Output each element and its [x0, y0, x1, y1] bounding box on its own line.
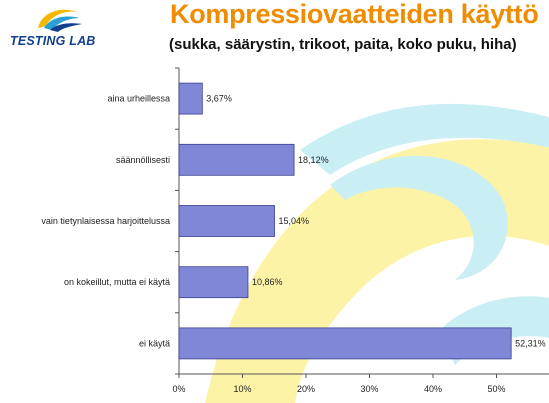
category-label: ei käytä: [139, 338, 170, 348]
value-label: 15,04%: [279, 216, 310, 226]
logo-text: TESTING LAB: [10, 34, 96, 48]
logo-swirl-icon: [38, 9, 82, 32]
bar: [178, 266, 249, 299]
x-tick-label: 40%: [424, 384, 442, 394]
bar: [178, 143, 295, 176]
x-tick-label: 0%: [172, 384, 185, 394]
page-title: Kompressiovaatteiden käyttö: [170, 0, 539, 29]
testing-lab-logo: TESTING LAB: [4, 4, 124, 48]
bar: [178, 82, 203, 115]
value-label: 18,12%: [298, 155, 329, 165]
blue-swirl-arc: [300, 103, 549, 175]
x-tick-label: 50%: [487, 384, 505, 394]
blue-swirl-loop: [330, 155, 508, 280]
value-label: 10,86%: [252, 277, 283, 287]
x-tick-label: 20%: [297, 384, 315, 394]
x-tick-label: 30%: [360, 384, 378, 394]
value-label: 52,31%: [515, 338, 546, 348]
category-label: on kokeillut, mutta ei käytä: [64, 277, 170, 287]
category-label: säännöllisesti: [116, 155, 170, 165]
category-label: vain tietynlaisessa harjoittelussa: [41, 216, 170, 226]
value-label: 3,67%: [206, 94, 232, 104]
page-subtitle: (sukka, säärystin, trikoot, paita, koko …: [169, 36, 517, 53]
bar: [178, 205, 275, 237]
category-label: aina urheillessa: [107, 94, 170, 104]
bar: [178, 327, 512, 360]
x-tick-label: 10%: [233, 384, 251, 394]
